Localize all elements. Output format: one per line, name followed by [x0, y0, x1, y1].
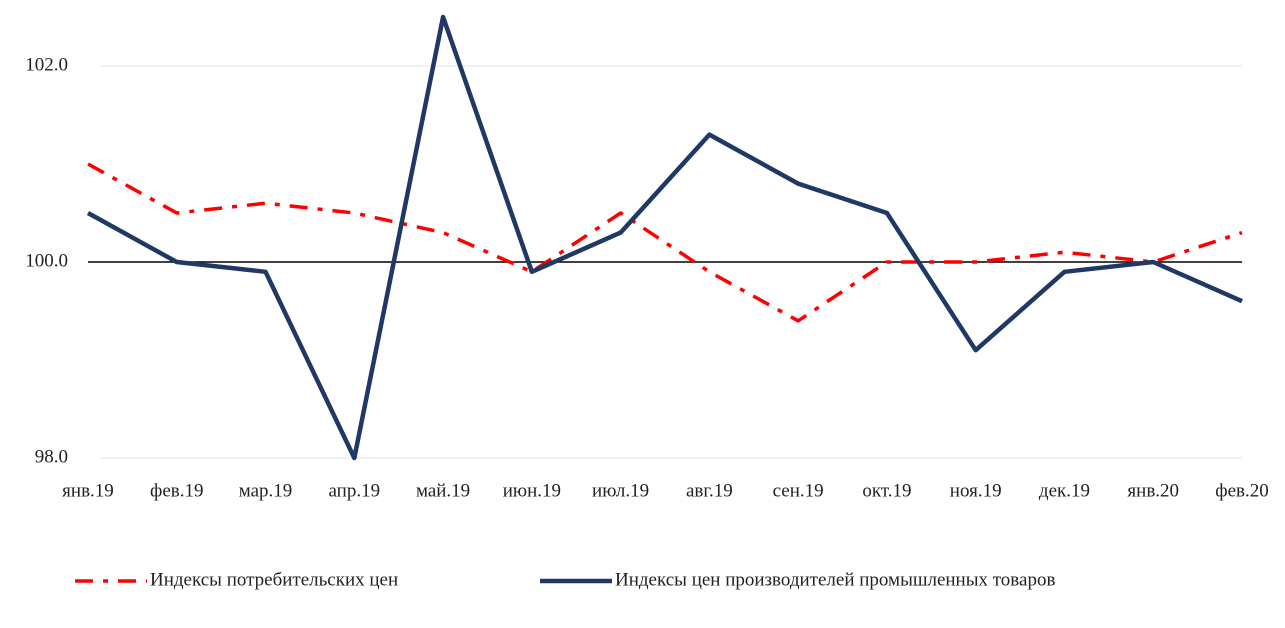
- x-tick-label: мар.19: [239, 480, 293, 501]
- x-tick-label: июн.19: [503, 480, 561, 501]
- x-tick-label: авг.19: [686, 480, 733, 501]
- x-tick-label: апр.19: [329, 480, 381, 501]
- legend-label: Индексы потребительских цен: [150, 569, 398, 590]
- series-line: [87, 162, 1243, 323]
- legend-label: Индексы цен производителей промышленных …: [615, 569, 1055, 590]
- x-tick-label: дек.19: [1039, 480, 1090, 501]
- series-line: [86, 14, 1243, 461]
- y-tick-label: 98.0: [35, 446, 68, 467]
- y-tick-label: 102.0: [25, 54, 68, 75]
- x-tick-label: янв.19: [62, 480, 114, 501]
- x-tick-label: июл.19: [592, 480, 649, 501]
- x-tick-label: ноя.19: [950, 480, 1002, 501]
- x-tick-label: окт.19: [862, 480, 911, 501]
- x-tick-label: янв.20: [1127, 480, 1179, 501]
- y-tick-label: 100.0: [25, 250, 68, 271]
- x-tick-label: фев.19: [150, 480, 203, 501]
- x-tick-label: фев.20: [1215, 480, 1268, 501]
- x-tick-label: сен.19: [773, 480, 824, 501]
- x-tick-label: май.19: [416, 480, 470, 501]
